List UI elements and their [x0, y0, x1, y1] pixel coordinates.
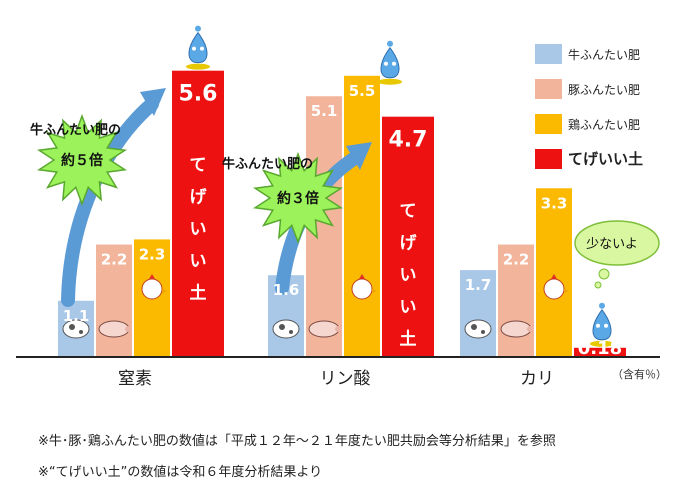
value-label-s1-c2: 2.2 [503, 251, 530, 269]
speech-bubble-text: 少ないよ [586, 237, 638, 252]
legend-label-2: 鶏ふんたい肥 [568, 118, 640, 132]
value-label-s1-c0: 2.2 [101, 251, 128, 269]
legend-label-3: てげいい土 [568, 150, 643, 168]
category-labels-layer: 窒素 リン酸 カリ [118, 369, 554, 389]
bar-s2-c1 [344, 75, 380, 358]
legend-label-0: 牛ふんたい肥 [568, 47, 640, 62]
burst-caption-1: 牛ふんたい肥の [222, 156, 313, 172]
value-label-s1-c1: 5.1 [311, 102, 338, 120]
legend-swatch-1 [535, 79, 562, 99]
legend-swatch-0 [535, 44, 562, 64]
value-label-s3-c0: 5.6 [179, 82, 218, 107]
burst-text-1: 約３倍 [277, 190, 319, 207]
bar-s3-c0 [172, 70, 224, 357]
bar-s3-c2 [574, 347, 626, 357]
animal-icon-chicken-1 [351, 274, 377, 300]
legend-swatch-2 [535, 114, 562, 134]
burst-0 [37, 113, 127, 207]
footnote-tegeiido: ※“てげいい土”の数値は令和６年度分析結果より [38, 465, 323, 480]
animal-icon-pig-2 [500, 320, 533, 338]
category-label-2: カリ [520, 369, 554, 389]
animal-icon-chicken-2 [543, 274, 569, 300]
legend-swatch-3 [535, 149, 562, 169]
burst-caption-0: 牛ふんたい肥の [30, 122, 121, 138]
burst-text-0: 約５倍 [61, 152, 103, 169]
value-label-s0-c1: 1.6 [273, 281, 300, 299]
bar-s1-c2 [498, 244, 534, 357]
category-label-1: リン酸 [320, 369, 371, 389]
animal-icon-chicken-0 [141, 274, 167, 300]
burst-1 [253, 151, 343, 245]
animal-icon-cow-0 [62, 319, 90, 339]
bar-vertical-label-c0: てげいい土 [190, 156, 208, 304]
speech-bubble: 少ないよ [574, 220, 660, 289]
bar-s3-c1 [382, 116, 434, 358]
bar-vertical-label-c1: てげいい土 [400, 202, 418, 350]
value-label-s0-c2: 1.7 [465, 276, 492, 294]
value-labels-layer: 1.1 1.6 1.7 2.2 5.1 2.2 2.3 5.5 3.3 5.6 てげいい土 4.7 てげ… [63, 82, 623, 359]
animal-icon-cow-2 [464, 319, 492, 339]
growth-arrow-head-0 [140, 88, 166, 116]
mascot-icon-potash [590, 302, 614, 347]
bar-s1-c0 [96, 244, 132, 357]
mascot-icon-nitrogen [186, 25, 210, 70]
value-label-s2-c0: 2.3 [139, 245, 166, 263]
animal-icon-pig-0 [98, 320, 131, 338]
bar-s0-c2 [460, 270, 496, 357]
mascot-icon-phosphate [378, 40, 402, 85]
value-label-s2-c2: 3.3 [541, 194, 568, 212]
animal-icon-pig-1 [308, 320, 341, 338]
footnote-source: ※牛･豚･鶏ふんたい肥の数値は「平成１２年～２１年度たい肥共励会等分析結果」を参… [38, 434, 556, 449]
value-label-s0-c0: 1.1 [63, 307, 90, 325]
value-label-s3-c2: 0.18 [578, 338, 622, 359]
unit-label: （含有％） [612, 367, 667, 381]
category-label-0: 窒素 [118, 369, 152, 389]
bar-s2-c2 [536, 188, 572, 357]
legend-label-1: 豚ふんたい肥 [568, 83, 640, 97]
animal-icon-cow-1 [272, 319, 300, 339]
value-label-s3-c1: 4.7 [389, 128, 428, 153]
growth-arrow-head-1 [346, 142, 372, 170]
value-label-s2-c1: 5.5 [349, 82, 376, 100]
